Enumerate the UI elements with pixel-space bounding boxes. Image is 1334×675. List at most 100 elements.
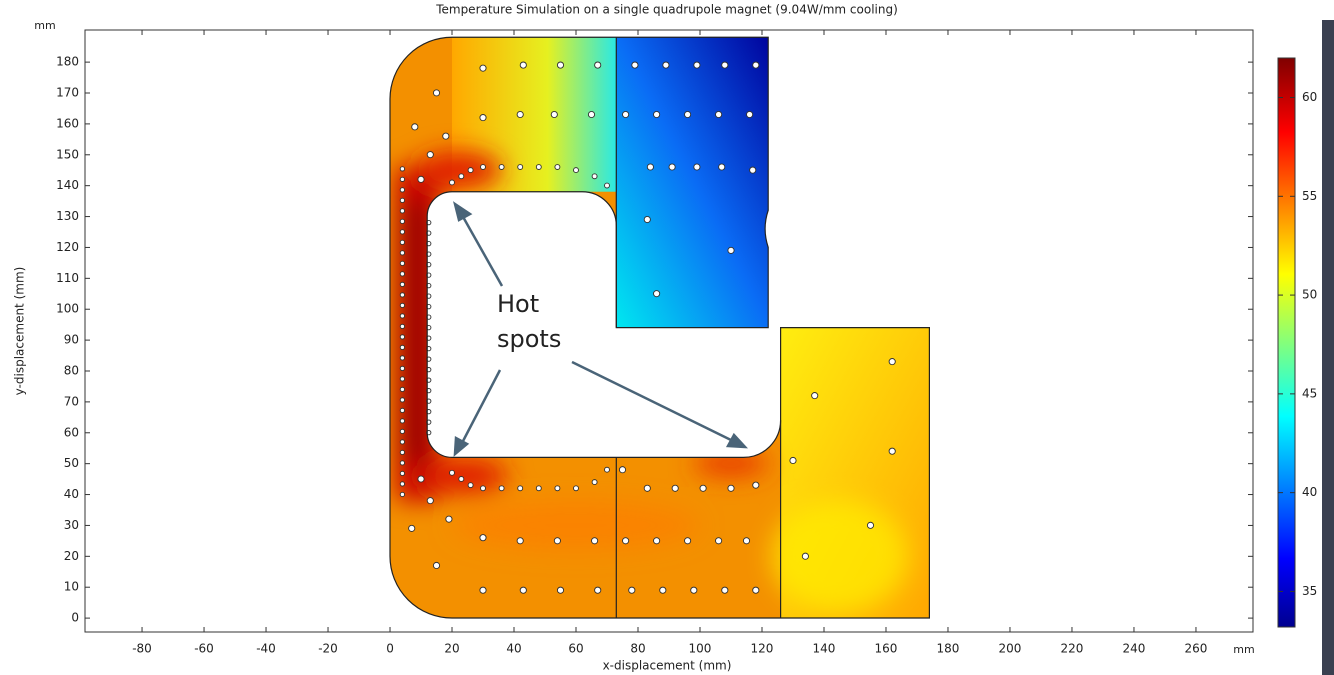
cooling-channel xyxy=(517,164,524,170)
cooling-channel xyxy=(399,407,406,414)
cooling-channel xyxy=(480,164,486,170)
x-tick-label: 220 xyxy=(1061,642,1084,656)
cooling-channel xyxy=(746,110,754,119)
cooling-channel xyxy=(587,110,596,119)
cooling-channel xyxy=(399,334,406,340)
cooling-channel xyxy=(479,114,487,122)
field-region xyxy=(616,37,772,328)
y-tick-label: 130 xyxy=(56,209,79,223)
y-tick-label: 170 xyxy=(56,86,79,100)
y-tick-label: 160 xyxy=(56,116,79,130)
cooling-channel xyxy=(467,482,474,489)
cooling-channel xyxy=(432,89,441,97)
cooling-channel xyxy=(399,418,406,424)
cooling-channel xyxy=(556,586,565,594)
cooling-channel xyxy=(445,515,453,523)
cooling-channel xyxy=(556,61,565,69)
x-tick-label: 200 xyxy=(999,642,1022,656)
cooling-channel xyxy=(699,484,707,492)
annotation-arrow xyxy=(460,369,502,444)
colorbar-tick-label: 50 xyxy=(1302,288,1317,302)
cooling-channel xyxy=(684,537,692,545)
arrow-head xyxy=(453,435,470,457)
cooling-channel xyxy=(399,355,406,361)
x-tick-label: -20 xyxy=(318,642,338,656)
cooling-channel xyxy=(399,292,406,298)
cooling-channel xyxy=(458,173,465,180)
cooling-channel xyxy=(399,239,406,246)
x-tick-label: 260 xyxy=(1185,642,1208,656)
cooling-channel xyxy=(426,497,434,505)
cooling-channel xyxy=(399,386,406,393)
cooling-channel xyxy=(693,163,701,171)
y-tick-label: 140 xyxy=(56,178,79,192)
cooling-channel xyxy=(684,110,692,119)
cooling-channel xyxy=(653,110,661,119)
y-axis-label: y-displacement (mm) xyxy=(13,267,27,396)
cooling-channel xyxy=(888,358,896,366)
cooling-channel xyxy=(715,537,723,545)
cooling-channel xyxy=(399,197,406,203)
cooling-channel xyxy=(479,64,487,72)
x-tick-label: 20 xyxy=(444,642,459,656)
cooling-channel xyxy=(519,586,527,594)
cooling-channel xyxy=(479,534,487,542)
cooling-channel xyxy=(480,485,486,492)
cooling-channel xyxy=(399,365,406,372)
cooling-channel xyxy=(399,428,406,435)
cooling-channel xyxy=(535,485,542,492)
cooling-channel xyxy=(550,110,558,119)
cooling-channel xyxy=(399,218,406,224)
colorbar-tick-label: 45 xyxy=(1302,386,1317,400)
cooling-channel xyxy=(718,163,726,171)
cooling-channel xyxy=(517,485,524,492)
block-boundary xyxy=(616,37,780,618)
cooling-channel xyxy=(622,110,630,119)
cooling-channel xyxy=(399,439,406,445)
cooling-channel xyxy=(591,479,598,486)
x-tick-label: -80 xyxy=(132,642,152,656)
y-tick-label: 50 xyxy=(64,456,79,470)
cooling-channel xyxy=(399,449,406,456)
annotation-arrow xyxy=(571,360,734,443)
cooling-channel xyxy=(519,61,527,69)
cooling-channel xyxy=(498,485,505,492)
y-tick-label: 20 xyxy=(64,549,79,563)
y-tick-label: 0 xyxy=(71,611,79,625)
cooling-channel xyxy=(399,397,406,403)
cooling-channel xyxy=(752,586,760,594)
cooling-channel xyxy=(411,123,419,131)
cooling-channel xyxy=(752,481,760,489)
cooling-channel xyxy=(442,132,450,140)
cooling-channel xyxy=(646,163,654,171)
cooling-channel xyxy=(653,537,661,545)
cooling-channel xyxy=(426,151,434,159)
annotation: Hot spots xyxy=(453,201,749,457)
cooling-channel xyxy=(866,521,875,529)
x-unit: mm xyxy=(1233,643,1254,656)
cooling-channel xyxy=(458,476,465,482)
cooling-channel xyxy=(653,290,661,298)
x-tick-label: 0 xyxy=(386,642,394,656)
cooling-channel xyxy=(643,484,651,492)
cooling-channel xyxy=(591,173,598,180)
temperature-field xyxy=(390,31,948,618)
cooling-channel xyxy=(399,376,406,382)
colorbar-tick-label: 55 xyxy=(1302,189,1317,203)
x-tick-label: 140 xyxy=(813,642,836,656)
x-tick-label: 240 xyxy=(1123,642,1146,656)
plot-frame xyxy=(84,29,1254,633)
x-tick-label: 60 xyxy=(568,642,583,656)
cooling-channel xyxy=(399,281,406,288)
cooling-channel xyxy=(721,586,729,594)
cooling-channel xyxy=(516,110,524,119)
cooling-channel xyxy=(690,586,698,594)
cooling-channel xyxy=(408,524,416,532)
cooling-channel xyxy=(659,586,667,594)
x-tick-label: -40 xyxy=(256,642,276,656)
x-tick-label: 180 xyxy=(937,642,960,656)
cooling-channel xyxy=(622,537,630,545)
colorbar-tick-label: 35 xyxy=(1302,584,1317,598)
